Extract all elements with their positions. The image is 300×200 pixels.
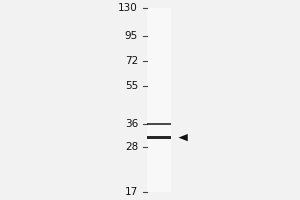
Text: 95: 95 [125, 31, 138, 41]
Text: 72: 72 [125, 56, 138, 66]
Text: 17: 17 [125, 187, 138, 197]
Text: 28: 28 [125, 142, 138, 152]
Bar [147, 123, 171, 125]
Bar [147, 8, 171, 192]
Text: 36: 36 [125, 119, 138, 129]
Polygon shape [178, 134, 188, 141]
Bar [147, 136, 171, 139]
Text: 130: 130 [118, 3, 138, 13]
Text: 55: 55 [125, 81, 138, 91]
